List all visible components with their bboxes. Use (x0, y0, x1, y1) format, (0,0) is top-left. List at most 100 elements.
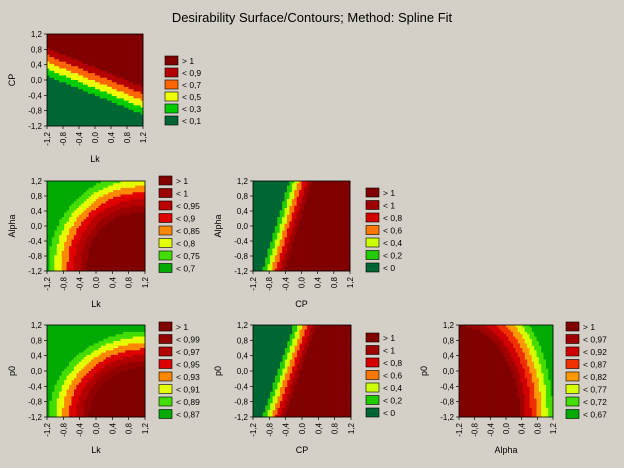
contour-cell (342, 268, 346, 272)
contour-cell (130, 241, 134, 245)
contour-cell (269, 203, 273, 207)
contour-cell (109, 66, 113, 69)
contour-cell (114, 40, 117, 44)
contour-cell (121, 61, 125, 65)
contour-cell (47, 205, 50, 209)
contour-cell (85, 100, 89, 104)
contour-cell (92, 80, 96, 83)
contour-cell (318, 235, 322, 238)
contour-cell (282, 214, 285, 218)
contour-cell (56, 223, 60, 227)
contour-cell (80, 75, 84, 79)
contour-cell (323, 230, 327, 234)
contour-cell (56, 38, 60, 42)
contour-cell (140, 194, 143, 198)
contour-cell (68, 68, 72, 72)
contour-cell (306, 205, 310, 209)
contour-cell (47, 93, 50, 97)
contour-cell (90, 84, 93, 88)
contour-cell (59, 235, 63, 238)
contour-cell (47, 36, 50, 39)
contour-cell (335, 253, 339, 256)
contour-cell (325, 219, 329, 222)
contour-cell (320, 190, 324, 193)
contour-cell (135, 199, 139, 202)
contour-cell (253, 262, 256, 265)
contour-cell (269, 259, 273, 263)
contour-cell (257, 192, 261, 195)
contour-cell (126, 68, 129, 72)
contour-cell (47, 70, 50, 74)
contour-cell (286, 250, 290, 254)
contour-cell (289, 264, 293, 267)
contour-cell (133, 112, 137, 115)
contour-cell (347, 205, 351, 209)
contour-cell (294, 259, 298, 263)
contour-cell (265, 248, 268, 252)
contour-cell (108, 219, 112, 222)
contour-cell (68, 54, 72, 58)
contour-cell (328, 257, 331, 261)
contour-cell (123, 100, 127, 104)
contour-cell (81, 214, 85, 218)
contour-cell (95, 45, 98, 49)
contour-cell (59, 226, 63, 229)
contour-cell (83, 103, 86, 106)
contour-cell (54, 262, 58, 265)
contour-cell (330, 248, 334, 252)
contour-cell (87, 84, 91, 88)
contour-cell (63, 38, 67, 42)
contour-cell (61, 246, 65, 249)
contour-cell (108, 253, 112, 256)
contour-cell (308, 185, 312, 189)
contour-cell (59, 223, 63, 227)
contour-cell (93, 192, 97, 195)
contour-cell (255, 264, 259, 267)
contour-cell (47, 329, 50, 333)
contour-cell (81, 183, 85, 186)
contour-cell (96, 214, 99, 218)
contour-cell (118, 232, 121, 236)
contour-cell (128, 73, 132, 76)
contour-cell (138, 68, 141, 72)
contour-cell (111, 93, 115, 97)
x-tick-label: 1,2 (141, 276, 150, 288)
contour-cell (109, 43, 113, 46)
contour-cell (257, 210, 261, 213)
contour-cell (93, 241, 97, 245)
contour-cell (308, 266, 312, 270)
contour-cell (337, 192, 341, 195)
contour-cell (61, 38, 65, 42)
contour-cell (347, 214, 351, 218)
contour-cell (49, 109, 53, 113)
contour-cell (73, 212, 77, 216)
contour-cell (284, 244, 288, 247)
contour-cell (272, 201, 276, 204)
contour-cell (284, 192, 288, 195)
contour-cell (131, 66, 134, 69)
contour-cell (120, 264, 124, 267)
contour-cell (109, 103, 113, 106)
contour-cell (83, 47, 86, 51)
contour-cell (123, 75, 127, 79)
contour-cell (294, 183, 298, 186)
contour-cell (291, 235, 295, 238)
contour-cell (330, 223, 334, 227)
contour-cell (301, 235, 305, 238)
contour-cell (119, 80, 122, 83)
contour-cell (104, 119, 108, 122)
contour-cell (328, 181, 331, 184)
contour-cell (342, 262, 346, 265)
contour-cell (269, 232, 273, 236)
contour-cell (83, 86, 86, 90)
contour-cell (313, 266, 317, 270)
contour-cell (301, 217, 305, 220)
contour-cell (325, 212, 329, 216)
contour-cell (284, 199, 288, 202)
contour-cell (296, 244, 300, 247)
contour-cell (122, 196, 126, 200)
contour-cell (142, 264, 146, 267)
contour-cell (265, 255, 268, 258)
contour-cell (64, 250, 67, 254)
contour-cell (128, 75, 132, 79)
